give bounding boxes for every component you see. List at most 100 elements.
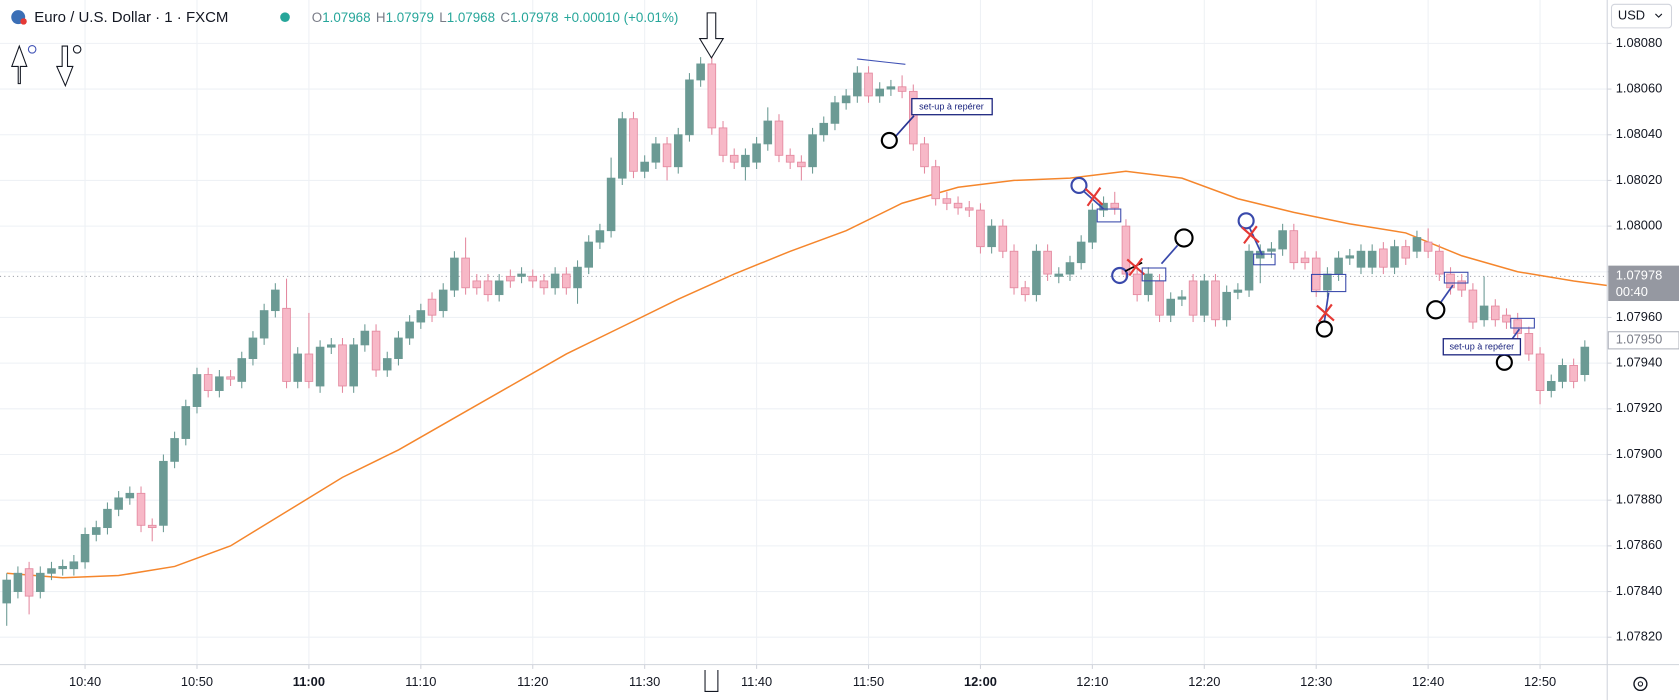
- candle-body: [13, 572, 23, 592]
- candle-body: [1054, 273, 1064, 277]
- candle-body: [1435, 250, 1444, 275]
- candle-body: [2, 579, 12, 604]
- note-box: [911, 97, 993, 116]
- candle-body: [1065, 262, 1075, 275]
- candle-body: [1032, 250, 1041, 296]
- x-tick-label: 10:50: [181, 674, 213, 689]
- y-tick-label: 1.08000: [1616, 217, 1662, 232]
- candle-body: [640, 161, 649, 172]
- x-tick-label: 11:00: [293, 674, 325, 689]
- candle-body: [461, 257, 470, 289]
- candle-body: [931, 166, 940, 200]
- candle-body: [964, 207, 974, 211]
- time-axis[interactable]: [0, 664, 1608, 700]
- candle-body: [282, 307, 291, 382]
- candle-body: [1233, 289, 1243, 293]
- candle-body: [1267, 248, 1276, 252]
- blue-circle: [1070, 176, 1088, 195]
- candle-body: [159, 460, 168, 526]
- candle-body: [718, 127, 728, 156]
- black-circle: [880, 131, 898, 150]
- candle-body: [1200, 280, 1209, 316]
- countdown: 00:40: [1616, 284, 1648, 299]
- currency[interactable]: USD: [1618, 7, 1645, 22]
- x-tick-label: 12:30: [1300, 674, 1332, 689]
- candle-body: [192, 374, 202, 407]
- red-cross: [1241, 225, 1260, 244]
- annotation: set-up à repérer: [1450, 342, 1515, 352]
- settings-icon[interactable]: [1633, 676, 1648, 692]
- box: [1510, 317, 1535, 329]
- candle-body: [539, 280, 549, 289]
- candle-body: [1412, 237, 1422, 252]
- y-tick-label: 1.07840: [1616, 583, 1662, 598]
- red-cross: [1316, 303, 1335, 323]
- candle-body: [618, 118, 627, 179]
- connector: [1439, 284, 1454, 304]
- x-tick-label: 11:30: [629, 674, 660, 689]
- candle-body: [1155, 280, 1164, 316]
- candle-body: [1278, 230, 1287, 250]
- down-arrow-tool[interactable]: [55, 45, 74, 88]
- x-tick-label: 11:10: [405, 674, 436, 689]
- connector: [1323, 292, 1330, 322]
- candle-body: [696, 63, 705, 81]
- candle-body: [774, 120, 784, 156]
- box: [1096, 208, 1122, 223]
- x-tick-label: 11:50: [853, 674, 884, 689]
- price-axis[interactable]: [1607, 0, 1679, 700]
- moving-average: [6, 170, 1608, 579]
- candle-body: [550, 273, 560, 289]
- x-tick-label: 12:20: [1188, 674, 1220, 689]
- x-tick-label: 12:00: [964, 674, 997, 689]
- candle-body: [293, 353, 303, 382]
- up-arrow-tool[interactable]: [11, 44, 28, 85]
- candle-body: [450, 257, 459, 291]
- candle-body: [427, 298, 437, 316]
- candle-body: [662, 143, 672, 168]
- candle-body: [1334, 257, 1343, 275]
- x-tick-label: 11:20: [517, 674, 548, 689]
- candle-body: [360, 330, 370, 346]
- ohlc-key: H: [376, 10, 386, 25]
- candle-body: [1244, 250, 1254, 291]
- ohlc-value: 1.07968: [447, 10, 495, 25]
- candle-body: [785, 154, 795, 163]
- candle-body: [763, 120, 773, 145]
- candle-body: [483, 280, 493, 296]
- marker-price-tag: [1607, 331, 1679, 350]
- symbol-title[interactable]: Euro / U.S. Dollar · 1 · FXCM: [34, 9, 228, 26]
- y-tick-label: 1.07900: [1616, 446, 1662, 461]
- y-tick-label: 1.08080: [1616, 35, 1662, 50]
- currency-button[interactable]: [1610, 3, 1673, 29]
- candle-body: [685, 79, 694, 136]
- candle-body: [1367, 250, 1377, 268]
- candle-body: [1300, 257, 1310, 264]
- candle-body: [24, 568, 34, 597]
- candle-body: [606, 177, 616, 232]
- candle-body: [181, 406, 191, 439]
- candle-body: [741, 154, 750, 168]
- candle-body: [91, 527, 101, 535]
- candle-body: [114, 497, 123, 510]
- black-circle: [1174, 228, 1194, 248]
- candle-body: [987, 225, 996, 248]
- blue-circle: [1237, 212, 1255, 230]
- candle-body: [1479, 305, 1489, 321]
- ohlc-change: +0.00010 (+0.01%): [564, 10, 679, 25]
- candle-body: [1502, 314, 1511, 323]
- candle-body: [80, 534, 90, 563]
- candle-body: [416, 310, 426, 323]
- annotation: set-up à repérer: [919, 102, 984, 112]
- black-circle: [1426, 300, 1446, 320]
- candle-body: [1535, 353, 1545, 391]
- marker-price-label: 1.07950: [1616, 332, 1662, 347]
- candle-body: [1491, 305, 1500, 321]
- ohlc-legend: O1.07968 H1.07979 L1.07968 C1.07978 +0.00010…: [312, 10, 679, 25]
- connector: [1083, 191, 1105, 210]
- candle-body: [729, 154, 739, 163]
- candle-body: [1558, 365, 1567, 382]
- y-tick-label: 1.07920: [1616, 400, 1662, 415]
- candle-body: [170, 438, 179, 462]
- candle-body: [371, 330, 381, 371]
